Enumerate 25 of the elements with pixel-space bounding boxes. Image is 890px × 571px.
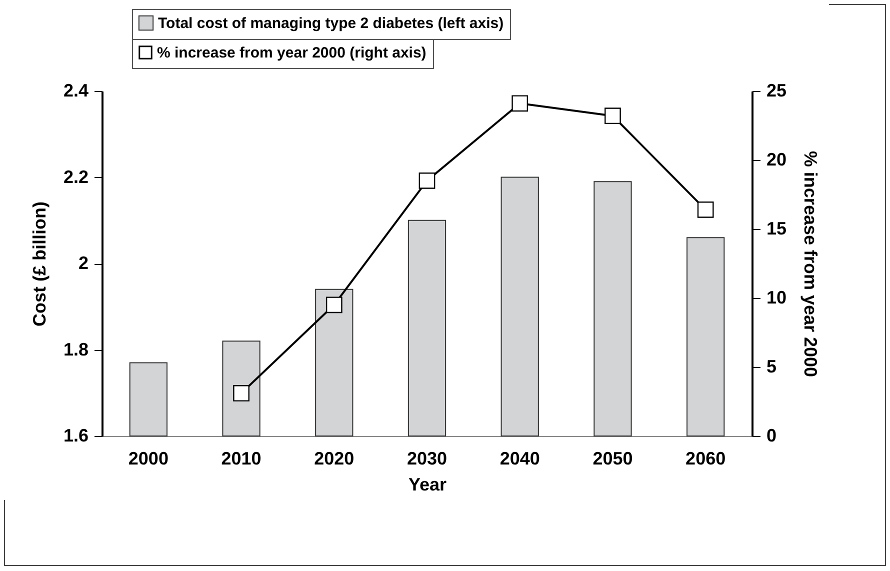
point	[326, 296, 342, 314]
y2-tick-label: 0	[766, 426, 777, 446]
y-tick-label: 2.4	[63, 80, 88, 100]
x-tick-label: 2010	[221, 448, 262, 468]
y-tick-label: 1.8	[63, 339, 88, 360]
y2-axis-title: % increase from year 2000	[800, 150, 821, 378]
y-tick-label: 2.2	[63, 166, 88, 187]
legend-label: Total cost of managing type 2 diabetes (left axis)	[158, 15, 504, 32]
x-tick-label: 2060	[686, 448, 726, 468]
legend-label: % increase from year 2000 (right axis)	[157, 44, 426, 62]
x-axis-title: Year	[408, 474, 447, 494]
x-tick-label: 2020	[314, 448, 354, 468]
y2-tick-label: 10	[766, 288, 787, 308]
y2-tick-label: 20	[766, 150, 787, 170]
y-tick-label: 2	[78, 253, 88, 273]
x-tick-label: 2030	[406, 448, 448, 468]
y2-tick-label: 15	[766, 218, 787, 238]
point	[233, 385, 250, 402]
x-tick-label: 2040	[500, 448, 540, 468]
y2-tick-label: 25	[766, 80, 787, 100]
x-tick-label: 2000	[128, 448, 168, 468]
y2-tick-label: 5	[766, 356, 777, 376]
y-axis-title: Cost (£ billion)	[29, 202, 50, 326]
x-tick-label: 2050	[592, 448, 633, 468]
y-tick-label: 1.6	[63, 426, 88, 446]
